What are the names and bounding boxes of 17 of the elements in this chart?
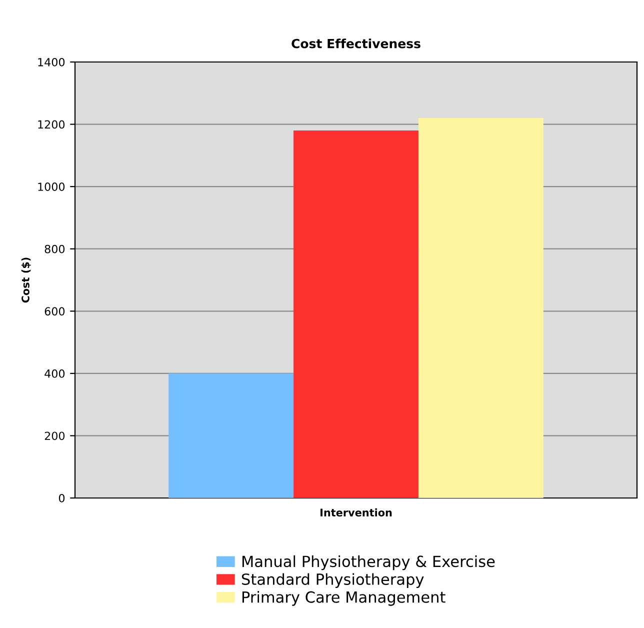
y-tick-label: 200: [44, 432, 65, 440]
chart-title: Cost Effectiveness: [292, 38, 420, 48]
y-tick-label: 1200: [38, 120, 65, 129]
y-tick-label: 600: [44, 307, 65, 316]
y-axis-title: Cost ($): [21, 258, 31, 303]
y-tick-label: 400: [44, 369, 65, 378]
x-axis-title: Intervention: [320, 508, 392, 516]
bar: [294, 130, 418, 498]
legend-label: Standard Physiotherapy: [242, 573, 424, 588]
bar: [168, 373, 294, 498]
y-tick-label: 1000: [38, 182, 65, 191]
y-tick-label: 0: [58, 494, 65, 502]
legend-label: Manual Physiotherapy & Exercise: [242, 555, 495, 570]
legend-label: Primary Care Management: [242, 591, 446, 606]
y-tick-label: 1400: [38, 58, 65, 66]
bar: [418, 118, 544, 498]
y-tick-label: 800: [44, 244, 65, 254]
